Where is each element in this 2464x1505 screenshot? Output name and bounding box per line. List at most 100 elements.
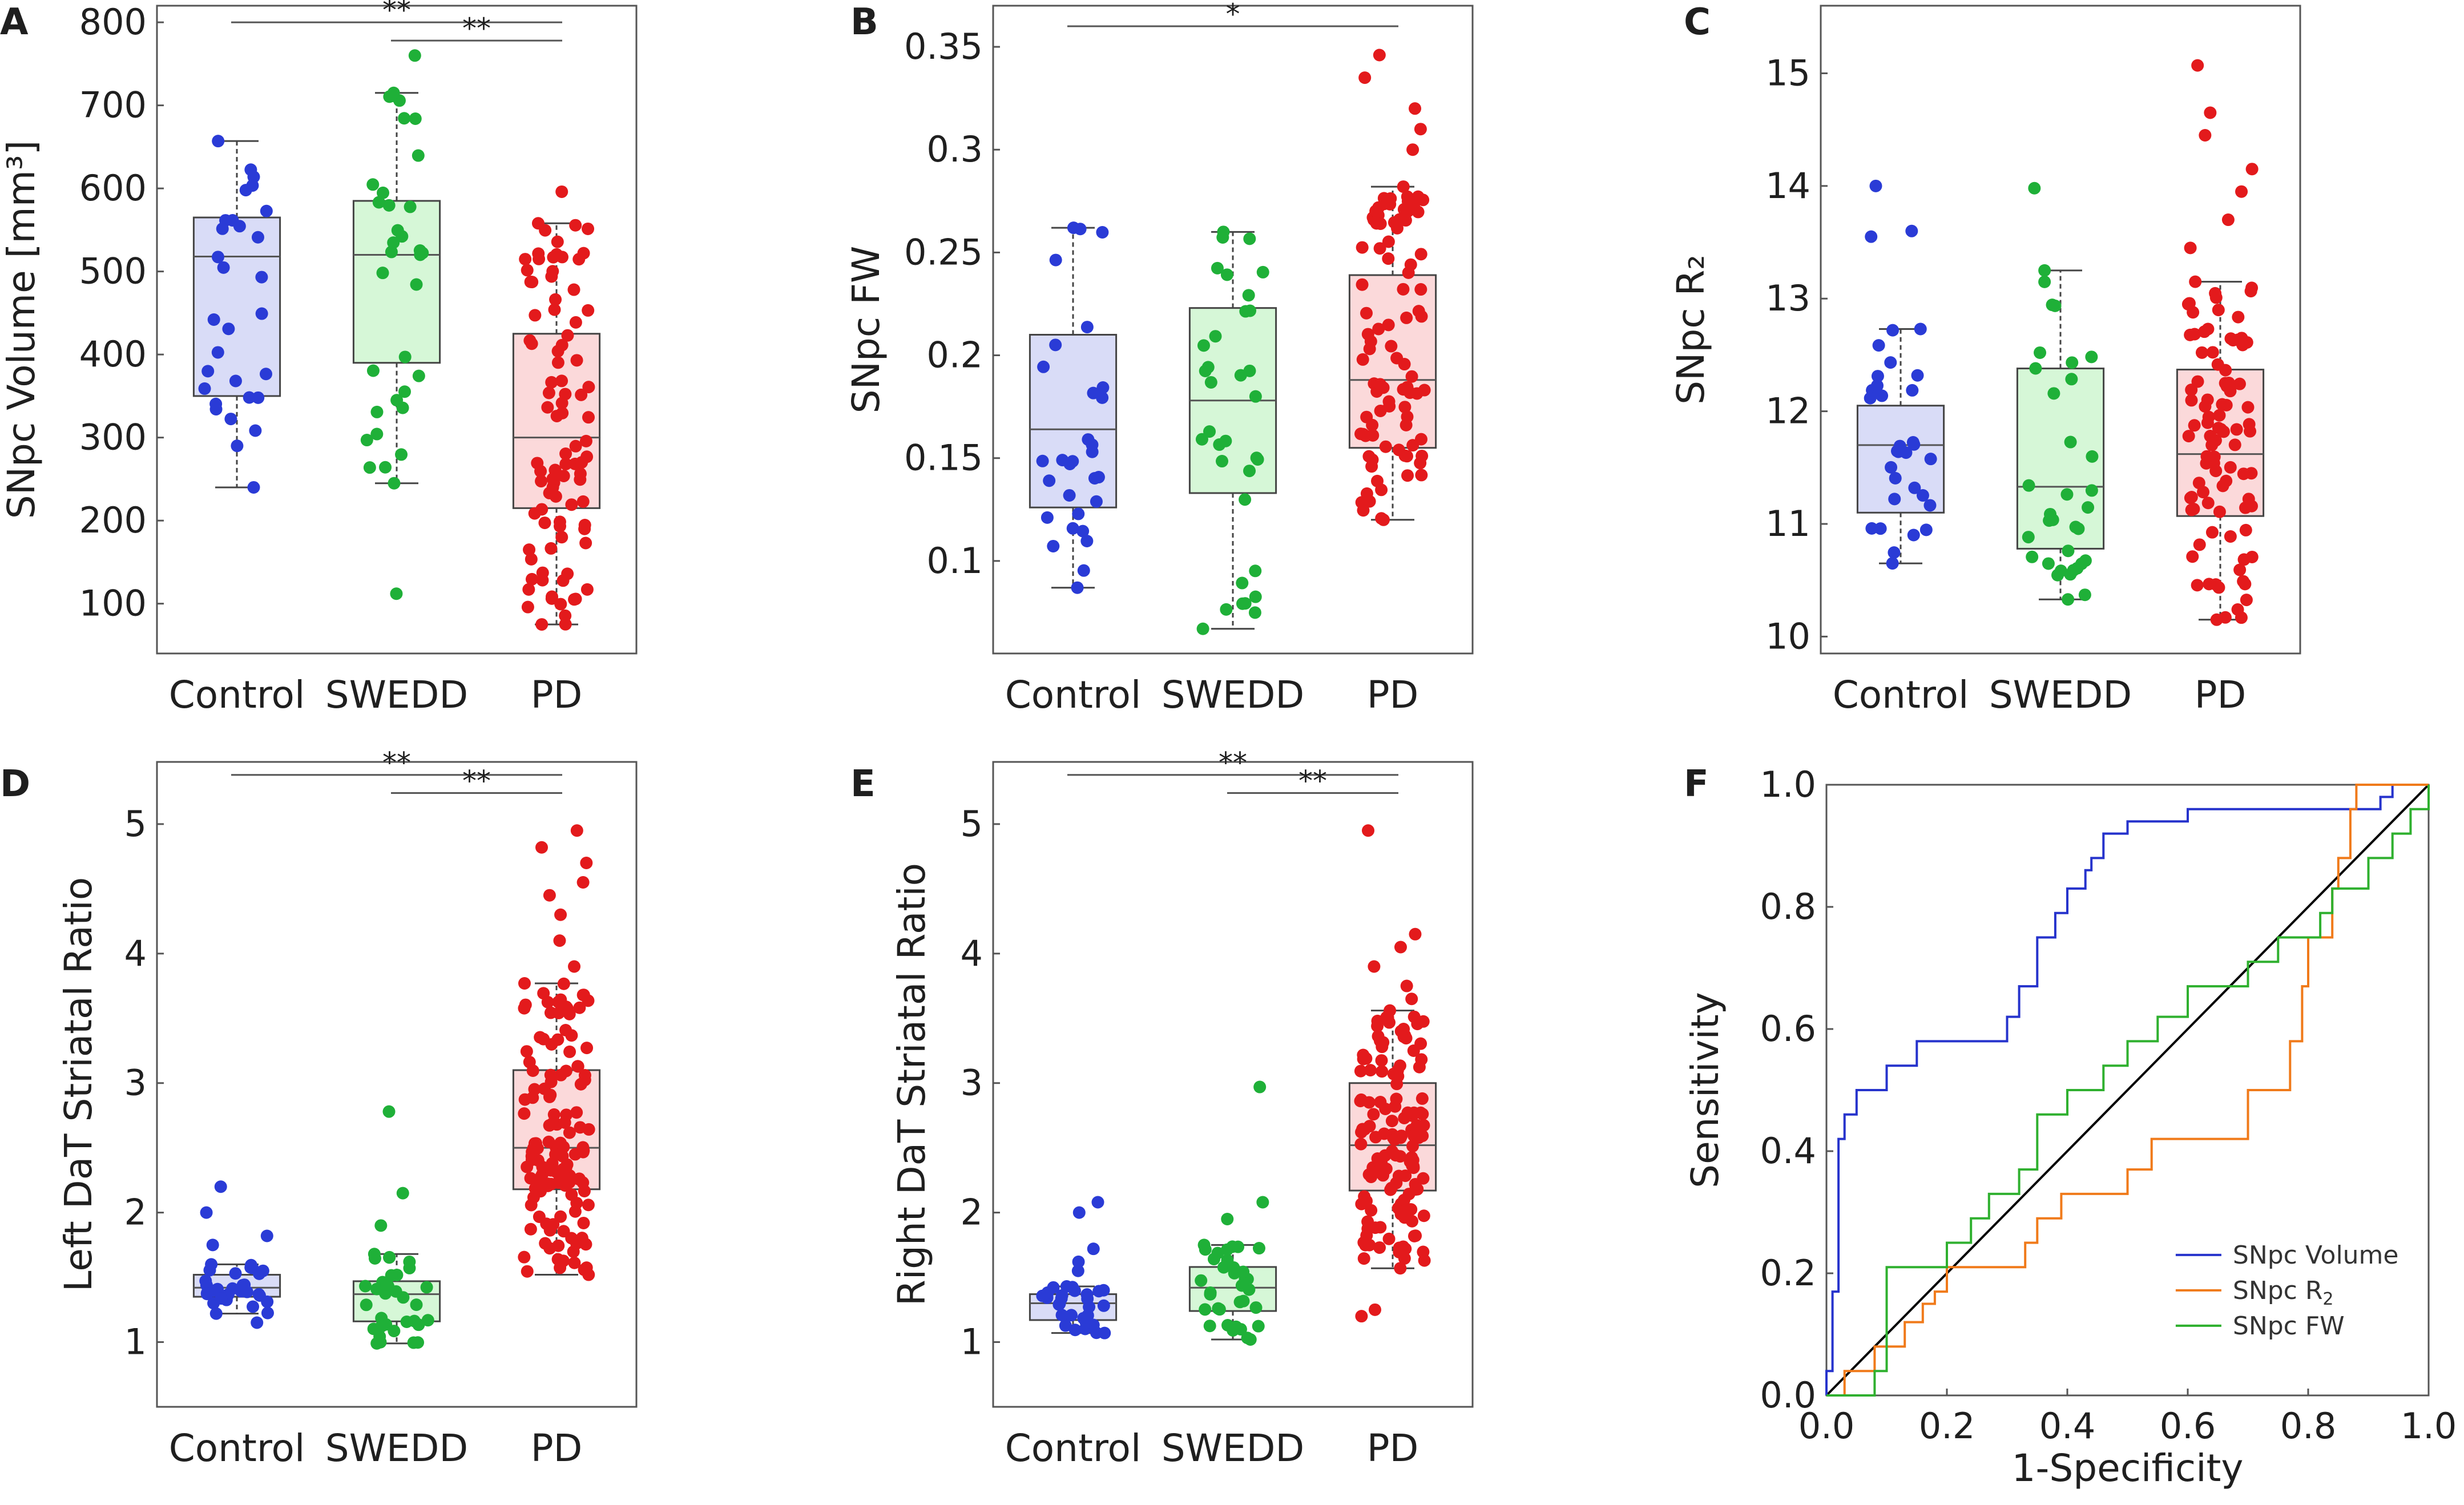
- y-tick-label: 500: [79, 251, 147, 292]
- data-point-pd: [553, 934, 566, 947]
- data-point-pd: [538, 517, 551, 530]
- data-point-control: [217, 261, 230, 274]
- data-point-control: [224, 413, 237, 426]
- y-tick-label: 15: [1765, 52, 1810, 94]
- data-point-control: [1036, 454, 1049, 467]
- data-point-pd: [541, 401, 554, 414]
- data-point-control: [1907, 528, 1920, 542]
- data-point-swedd: [410, 278, 423, 291]
- data-point-swedd: [404, 200, 417, 213]
- data-point-swedd: [1252, 1320, 1265, 1333]
- data-point-pd: [1400, 418, 1413, 431]
- data-point-swedd: [2069, 521, 2082, 534]
- data-point-pd: [1367, 1108, 1380, 1121]
- data-point-swedd: [367, 1322, 380, 1335]
- data-point-pd: [1412, 205, 1425, 219]
- data-point-control: [1869, 179, 1882, 192]
- data-point-swedd: [403, 1255, 416, 1268]
- data-point-control: [1072, 1206, 1086, 1219]
- data-point-pd: [554, 520, 567, 533]
- data-point-pd: [1387, 1067, 1400, 1080]
- data-point-swedd: [2028, 181, 2041, 195]
- data-point-control: [1060, 1280, 1073, 1293]
- x-axis-label: 1-Specificity: [2012, 1446, 2244, 1490]
- data-point-control: [1056, 454, 1069, 467]
- data-point-pd: [1414, 433, 1427, 446]
- data-point-swedd: [2038, 275, 2051, 288]
- data-point-pd: [1376, 1040, 1389, 1054]
- data-point-swedd: [398, 112, 411, 125]
- data-point-pd: [565, 498, 578, 511]
- data-point-pd: [529, 309, 542, 322]
- data-point-swedd: [390, 587, 403, 600]
- data-point-pd: [2233, 563, 2247, 576]
- y-tick-label: 600: [79, 167, 147, 209]
- data-point-control: [212, 135, 225, 148]
- data-point-pd: [2221, 213, 2235, 227]
- data-point-pd: [2202, 410, 2215, 423]
- data-point-swedd: [383, 1250, 396, 1264]
- data-point-swedd: [1248, 606, 1261, 619]
- data-point-pd: [2210, 613, 2223, 626]
- data-point-swedd: [1249, 390, 1262, 403]
- data-point-control: [1055, 1309, 1068, 1322]
- data-point-pd: [1357, 1252, 1370, 1265]
- data-point-swedd: [366, 364, 380, 377]
- plot-frame: [992, 5, 1474, 655]
- data-point-swedd: [1234, 369, 1247, 382]
- data-point-control: [1886, 557, 1899, 570]
- data-point-control: [1885, 461, 1898, 474]
- data-point-control: [249, 424, 262, 437]
- data-point-control: [1079, 1316, 1092, 1329]
- data-point-control: [233, 220, 246, 233]
- data-point-pd: [1399, 1169, 1412, 1183]
- data-point-swedd: [2054, 564, 2067, 578]
- data-point-swedd: [1239, 493, 1252, 506]
- data-point-pd: [2205, 526, 2219, 539]
- data-point-swedd: [1220, 603, 1233, 616]
- data-point-control: [1072, 1255, 1085, 1268]
- x-category-label: PD: [2195, 673, 2247, 717]
- data-point-pd: [2188, 419, 2201, 432]
- data-point-swedd: [1212, 1302, 1225, 1315]
- data-point-pd: [2242, 493, 2255, 506]
- x-category-label: Control: [1833, 673, 1969, 717]
- data-point-swedd: [1227, 1261, 1240, 1274]
- data-point-pd: [2241, 401, 2255, 414]
- data-point-pd: [526, 276, 539, 289]
- data-point-swedd: [1217, 225, 1230, 239]
- data-point-swedd: [368, 1248, 381, 1261]
- data-point-pd: [2201, 393, 2214, 406]
- data-point-pd: [567, 283, 580, 296]
- data-point-pd: [1365, 1204, 1378, 1217]
- data-point-pd: [1379, 440, 1392, 453]
- data-point-pd: [1401, 195, 1414, 208]
- data-point-control: [215, 1292, 228, 1305]
- data-point-pd: [537, 987, 550, 1000]
- data-point-swedd: [1197, 1238, 1211, 1252]
- data-point-swedd: [363, 461, 376, 474]
- data-point-swedd: [387, 236, 400, 249]
- data-point-pd: [1373, 49, 1386, 62]
- data-point-control: [239, 184, 252, 197]
- data-point-pd: [535, 841, 549, 854]
- data-point-pd: [561, 567, 574, 580]
- data-point-control: [222, 322, 235, 336]
- data-point-pd: [529, 1182, 542, 1195]
- data-point-pd: [582, 222, 595, 235]
- data-point-swedd: [1243, 232, 1256, 245]
- data-point-control: [253, 1289, 266, 1302]
- data-point-control: [1097, 1299, 1110, 1312]
- data-point-pd: [1373, 242, 1386, 255]
- legend-label-subscript: 2: [2322, 1289, 2333, 1309]
- data-point-pd: [1382, 395, 1396, 408]
- data-point-pd: [1360, 1229, 1373, 1242]
- data-point-control: [231, 439, 244, 453]
- data-point-swedd: [1195, 1274, 1208, 1287]
- data-point-pd: [1356, 278, 1369, 291]
- data-point-pd: [518, 1250, 531, 1264]
- data-point-pd: [544, 1006, 557, 1019]
- data-point-pd: [1410, 387, 1423, 400]
- data-point-control: [1876, 389, 1889, 402]
- data-point-swedd: [2042, 557, 2055, 570]
